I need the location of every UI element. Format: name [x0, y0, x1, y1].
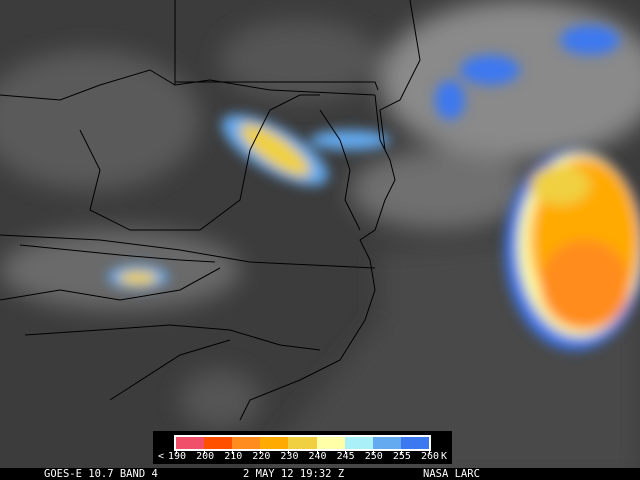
colorbar-tick — [288, 449, 290, 454]
colorbar-tick — [400, 449, 402, 454]
colorbar-tick-label: 220 — [252, 451, 271, 462]
colorbar-tick — [232, 449, 234, 454]
colorbar-tick — [260, 449, 262, 454]
colorbar-prefix: < — [157, 451, 165, 462]
colorbar-tick — [372, 449, 374, 454]
colorbar-tick — [204, 449, 206, 454]
state-boundaries — [0, 0, 421, 421]
satellite-band-label: GOES-E 10.7 BAND 4 — [44, 468, 158, 480]
colorbar-bin — [288, 437, 317, 449]
temperature-legend: 190 200 210 220 230 240 245 250 255 260 < K — [153, 431, 452, 464]
colorbar-unit: K — [440, 451, 448, 462]
colorbar-tick — [429, 449, 430, 454]
colorbar-tick-label: 250 — [364, 451, 383, 462]
colorbar — [174, 435, 431, 451]
colorbar-tick-label: 255 — [392, 451, 411, 462]
colorbar-tick-label: 230 — [280, 451, 299, 462]
colorbar-tick-label: 190 — [167, 451, 187, 462]
colorbar-bin — [344, 437, 373, 449]
colorbar-bin — [316, 437, 345, 449]
colorbar-tick-label: 260 — [420, 451, 440, 462]
colorbar-tick-label: 245 — [336, 451, 355, 462]
colorbar-bin — [232, 437, 261, 449]
colorbar-bin — [204, 437, 233, 449]
caption-bar: GOES-E 10.7 BAND 4 2 MAY 12 19:32 Z NASA… — [0, 468, 640, 480]
colorbar-tick-label: 210 — [224, 451, 243, 462]
source-label: NASA LARC — [423, 468, 480, 480]
colorbar-bin — [400, 437, 429, 449]
colorbar-tick — [176, 449, 177, 454]
colorbar-bin — [176, 437, 205, 449]
colorbar-tick — [344, 449, 346, 454]
colorbar-bin — [260, 437, 289, 449]
colorbar-tick-label: 240 — [308, 451, 327, 462]
colorbar-tick-label: 200 — [196, 451, 215, 462]
colorbar-bin — [372, 437, 401, 449]
datetime-label: 2 MAY 12 19:32 Z — [243, 468, 345, 480]
storm-cells — [108, 25, 640, 350]
colorbar-tick — [316, 449, 318, 454]
